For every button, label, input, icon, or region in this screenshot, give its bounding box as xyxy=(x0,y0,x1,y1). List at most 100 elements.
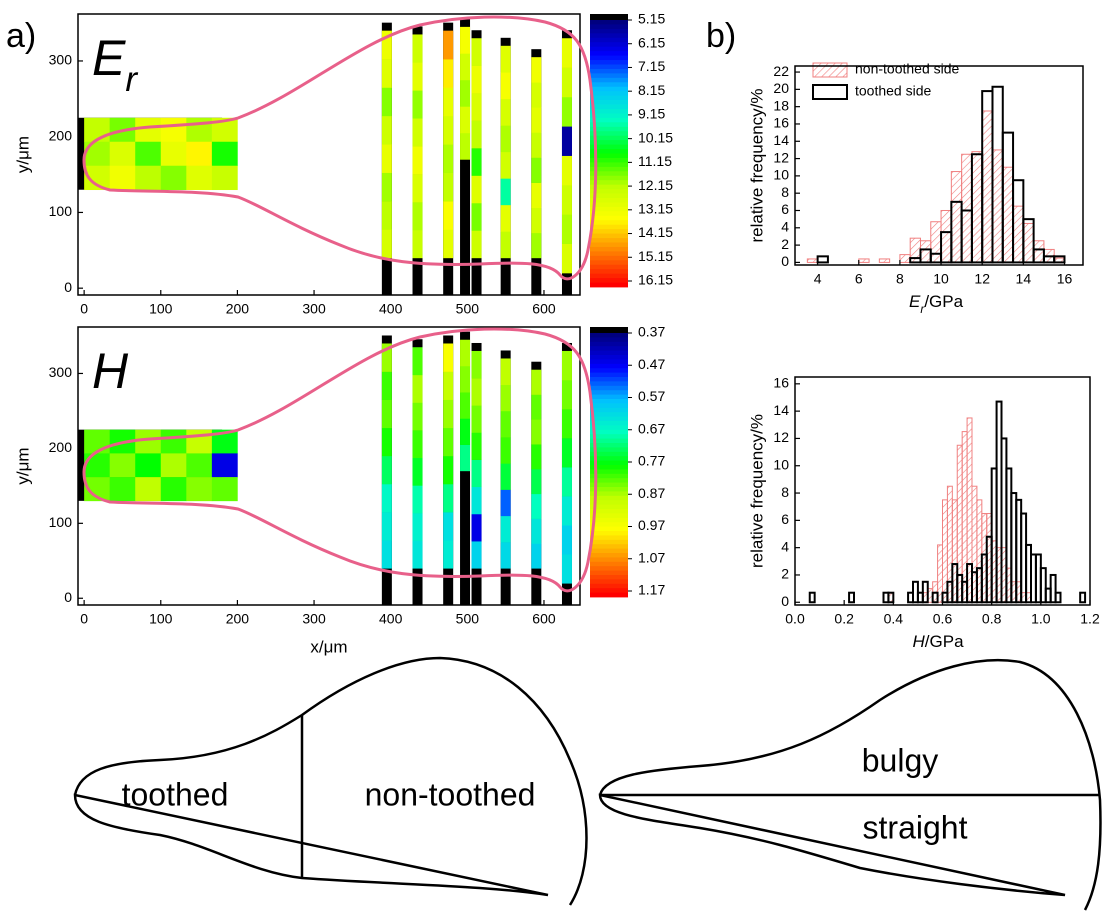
heat-cell xyxy=(561,496,572,526)
heat-cell xyxy=(412,146,423,175)
colorbar-label: 1.07 xyxy=(638,549,665,565)
y-tick-label: 12 xyxy=(773,149,789,165)
plot-frame xyxy=(77,326,581,606)
label-subscript: r xyxy=(920,302,925,316)
colorbar-label: 5.15 xyxy=(638,11,665,27)
heat-cell xyxy=(443,30,454,60)
colorbar-step xyxy=(590,350,628,356)
heat-cell xyxy=(135,165,162,191)
label-subscript: r xyxy=(125,60,138,99)
colorbar-step xyxy=(590,113,628,119)
colorbar-step xyxy=(590,198,628,203)
heat-cell xyxy=(460,444,471,472)
x-tick-label: 200 xyxy=(226,611,250,627)
colorbar-label: 11.15 xyxy=(638,153,672,169)
heat-cell xyxy=(381,399,392,429)
colorbar-step xyxy=(590,238,628,243)
colorbar-step xyxy=(590,109,628,114)
x-tick-label: 0.8 xyxy=(982,611,1002,627)
colorbar-step xyxy=(590,86,628,92)
heat-cell xyxy=(160,477,187,502)
y-tick-label: 0 xyxy=(781,593,789,609)
colorbar-step xyxy=(590,447,628,453)
heat-cell xyxy=(84,429,110,454)
x-axis-label: x/μm xyxy=(310,637,347,656)
heat-cell xyxy=(460,53,471,81)
heat-cell xyxy=(500,72,511,100)
heat-cell xyxy=(471,405,482,433)
colorbar-label: 1.17 xyxy=(638,582,665,598)
heat-cell xyxy=(443,87,454,117)
heat-cell xyxy=(531,157,542,183)
heat-cell xyxy=(443,115,454,145)
legend-label: non-toothed side xyxy=(855,61,960,77)
heat-cell xyxy=(531,468,542,495)
heat-cell xyxy=(443,455,454,485)
heat-cell xyxy=(381,172,392,202)
colorbar-step xyxy=(590,273,628,279)
heat-cell xyxy=(186,165,213,191)
colorbar-step xyxy=(590,162,628,168)
x-tick-label: 10 xyxy=(933,271,949,287)
heat-cell xyxy=(561,38,572,68)
heat-cell xyxy=(531,518,542,544)
heat-cell xyxy=(561,525,572,555)
y-axis-label: relative frequency/% xyxy=(747,414,766,568)
colorbar-step xyxy=(590,363,628,369)
colorbar-label: 0.47 xyxy=(638,356,665,372)
heat-cell xyxy=(186,141,213,167)
axis-label: Er/GPa xyxy=(909,292,964,316)
heat-cell xyxy=(412,202,423,231)
hist-bar xyxy=(1049,573,1057,604)
colorbar-step xyxy=(590,522,628,527)
y-tick-label: 2 xyxy=(781,566,789,582)
hist-bar xyxy=(931,591,939,604)
heat-cell xyxy=(471,148,482,176)
panel-label: b) xyxy=(706,17,736,55)
legend-swatch xyxy=(812,84,848,100)
colorbar-label: 12.15 xyxy=(638,177,673,193)
heat-cell xyxy=(561,214,572,244)
heat-cell xyxy=(211,453,238,478)
colorbar-step xyxy=(590,153,628,159)
colorbar-step xyxy=(590,157,628,163)
y-axis-label: y/μm xyxy=(13,447,32,484)
colorbar-step xyxy=(590,553,628,558)
x-tick-label: 400 xyxy=(379,301,403,317)
colorbar-label: 0.37 xyxy=(638,324,665,340)
heat-cell xyxy=(160,429,187,454)
heat-cell xyxy=(471,513,482,542)
colorbar-step xyxy=(590,416,628,422)
heat-cell xyxy=(500,125,511,153)
colorbar-step xyxy=(590,37,628,43)
colorbar-step xyxy=(590,526,628,532)
y-tick-label: 14 xyxy=(773,402,789,418)
colorbar-step xyxy=(590,117,628,123)
diagram-label: bulgy xyxy=(862,742,939,778)
colorbar-label: 6.15 xyxy=(638,34,665,50)
heat-cell xyxy=(561,409,572,439)
panel-label: a) xyxy=(6,17,36,55)
hist-bar xyxy=(1002,166,1014,263)
heat-cell xyxy=(381,144,392,173)
heat-cell xyxy=(381,343,392,372)
x-tick-label: 4 xyxy=(814,271,822,287)
y-tick-label: 10 xyxy=(773,456,789,472)
x-tick-label: 500 xyxy=(456,611,480,627)
hist-bar xyxy=(816,255,829,264)
y-tick-label: 200 xyxy=(49,439,73,455)
hist-bar xyxy=(848,591,855,604)
colorbar-step xyxy=(590,215,628,221)
heat-cell xyxy=(443,229,454,259)
heat-cell xyxy=(531,419,542,445)
heat-cell xyxy=(460,392,471,419)
colorbar-step xyxy=(590,429,628,435)
heat-cell xyxy=(412,485,423,514)
heat-cell xyxy=(443,59,454,88)
heat-cell xyxy=(531,57,542,83)
y-tick-label: 10 xyxy=(773,167,789,183)
charts: 5.15 6.15 7.15 8.15 9.15 10.15 11.15 12.15 13.15… xyxy=(13,11,1099,657)
colorbar-step xyxy=(590,193,628,199)
colorbar-step xyxy=(590,478,628,483)
